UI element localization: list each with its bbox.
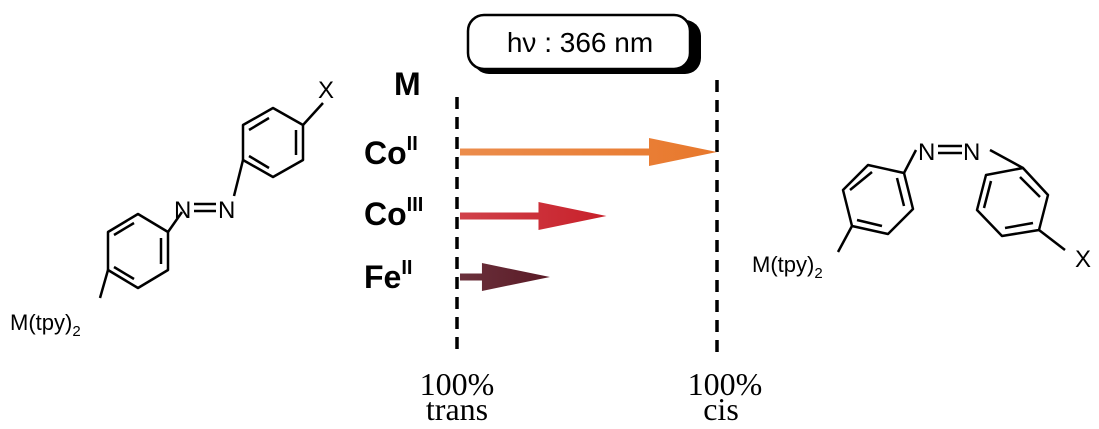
trans-top-ring	[241, 106, 305, 179]
badge-text: hν : 366 nm	[507, 27, 653, 58]
row-label-fe-ii: FeII	[364, 257, 412, 295]
cis-azobenzene-structure	[836, 144, 1066, 253]
wavelength-badge: hν : 366 nm	[466, 13, 701, 74]
trans-azobenzene-structure	[98, 102, 324, 299]
cis-azo-n-left: N	[918, 139, 935, 166]
trans-azo-n-right: N	[218, 197, 235, 224]
cis-azo-n-right: N	[963, 139, 980, 166]
cis-axis-label: cis	[703, 391, 739, 427]
trans-azo-n-left: N	[174, 197, 191, 224]
trans-substituent-x: X	[318, 77, 334, 104]
conversion-arrow-co-ii	[460, 138, 717, 166]
trans-axis-label: trans	[426, 391, 488, 427]
cis-right-ring	[975, 166, 1050, 238]
row-label-co-iii: CoIII	[364, 194, 423, 232]
row-label-co-ii: CoII	[364, 133, 418, 171]
conversion-arrows	[460, 138, 717, 291]
cis-percent-label: 100%	[688, 366, 763, 402]
cis-substituent-x: X	[1075, 246, 1091, 273]
badge-box	[466, 13, 692, 71]
conversion-arrow-fe-ii	[460, 263, 550, 291]
metal-column-header: M	[394, 66, 421, 102]
conversion-arrow-co-iii	[460, 202, 607, 230]
trans-bottom-ring	[106, 212, 170, 290]
trans-percent-label: 100%	[420, 366, 495, 402]
cis-metal-group: M(tpy)2	[752, 252, 823, 282]
trans-metal-group: M(tpy)2	[10, 310, 81, 340]
